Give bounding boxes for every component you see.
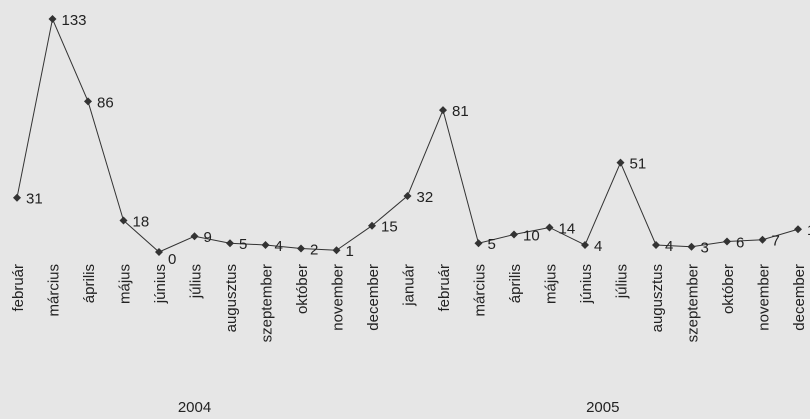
x-tick-label: május: [542, 264, 559, 304]
value-label: 0: [168, 251, 176, 268]
point: [226, 239, 234, 248]
value-label: 18: [133, 213, 150, 230]
x-tick-label: december: [791, 264, 808, 331]
value-label: 51: [630, 156, 647, 173]
point: [652, 240, 660, 249]
point: [84, 97, 92, 106]
value-label: 4: [594, 238, 602, 255]
point: [794, 225, 802, 234]
value-label: 2: [310, 241, 318, 258]
x-tick-label: január: [400, 264, 417, 307]
value-label: 133: [62, 12, 87, 29]
point: [439, 106, 447, 115]
x-tick-label: március: [471, 264, 488, 317]
value-label: 14: [559, 220, 576, 237]
x-tick-label: június: [152, 264, 169, 304]
point: [297, 244, 305, 253]
x-tick-label: február: [10, 264, 27, 312]
value-label: 32: [417, 189, 434, 206]
value-label: 13: [807, 222, 810, 239]
value-label: 15: [381, 219, 398, 236]
x-tick-label: november: [755, 264, 772, 331]
x-tick-label: május: [116, 264, 133, 304]
point: [261, 240, 270, 249]
point: [368, 221, 376, 230]
point: [190, 232, 199, 241]
point: [13, 193, 21, 202]
x-tick-label: március: [45, 264, 62, 317]
point: [403, 191, 412, 200]
point: [332, 246, 341, 255]
x-tick-label: szeptember: [258, 264, 275, 342]
x-tick-label: október: [294, 264, 311, 314]
group-label: 2005: [586, 399, 619, 416]
point: [510, 230, 518, 239]
point: [119, 216, 128, 225]
value-label: 7: [772, 233, 780, 250]
x-tick-label: augusztus: [649, 264, 666, 332]
value-label: 10: [523, 227, 540, 244]
point: [687, 242, 696, 251]
x-tick-label: február: [436, 264, 453, 312]
value-label: 86: [97, 94, 114, 111]
value-label: 3: [701, 240, 709, 257]
point: [581, 240, 589, 249]
value-label: 5: [488, 236, 496, 253]
point: [48, 15, 57, 23]
x-tick-label: október: [720, 264, 737, 314]
x-tick-label: augusztus: [223, 264, 240, 332]
x-tick-label: július: [187, 264, 204, 299]
x-tick-label: június: [578, 264, 595, 304]
value-label: 31: [26, 191, 43, 208]
value-label: 6: [736, 234, 744, 251]
point: [545, 223, 554, 232]
value-label: 4: [665, 238, 673, 255]
x-tick-label: április: [507, 264, 524, 303]
x-tick-label: december: [365, 264, 382, 331]
value-label: 81: [452, 103, 469, 120]
value-label: 5: [239, 236, 247, 253]
point: [474, 239, 483, 248]
value-label: 9: [204, 229, 212, 246]
x-tick-label: november: [329, 264, 346, 331]
value-label: 1: [346, 243, 354, 260]
group-label: 2004: [178, 399, 211, 416]
point: [723, 237, 731, 246]
point: [616, 158, 625, 167]
x-tick-label: április: [81, 264, 98, 303]
x-tick-label: szeptember: [684, 264, 701, 342]
point: [758, 235, 767, 244]
value-label: 4: [275, 238, 283, 255]
point: [155, 248, 163, 256]
x-tick-label: július: [613, 264, 630, 299]
